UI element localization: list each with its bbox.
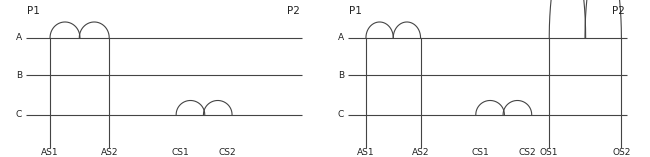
Text: B: B <box>16 71 22 80</box>
Text: CS1: CS1 <box>471 148 489 157</box>
Text: AS1: AS1 <box>41 148 59 157</box>
Text: P2: P2 <box>612 6 625 16</box>
Text: C: C <box>16 110 22 119</box>
Text: A: A <box>16 33 22 42</box>
Text: OS1: OS1 <box>540 148 558 157</box>
Text: CS2: CS2 <box>518 148 536 157</box>
Text: P1: P1 <box>349 6 362 16</box>
Text: C: C <box>337 110 344 119</box>
Text: P2: P2 <box>287 6 300 16</box>
Text: AS2: AS2 <box>101 148 118 157</box>
Text: CS2: CS2 <box>218 148 237 157</box>
Text: P1: P1 <box>27 6 40 16</box>
Text: OS2: OS2 <box>612 148 630 157</box>
Text: A: A <box>338 33 344 42</box>
Text: AS2: AS2 <box>412 148 429 157</box>
Text: CS1: CS1 <box>172 148 190 157</box>
Text: B: B <box>338 71 344 80</box>
Text: AS1: AS1 <box>357 148 375 157</box>
